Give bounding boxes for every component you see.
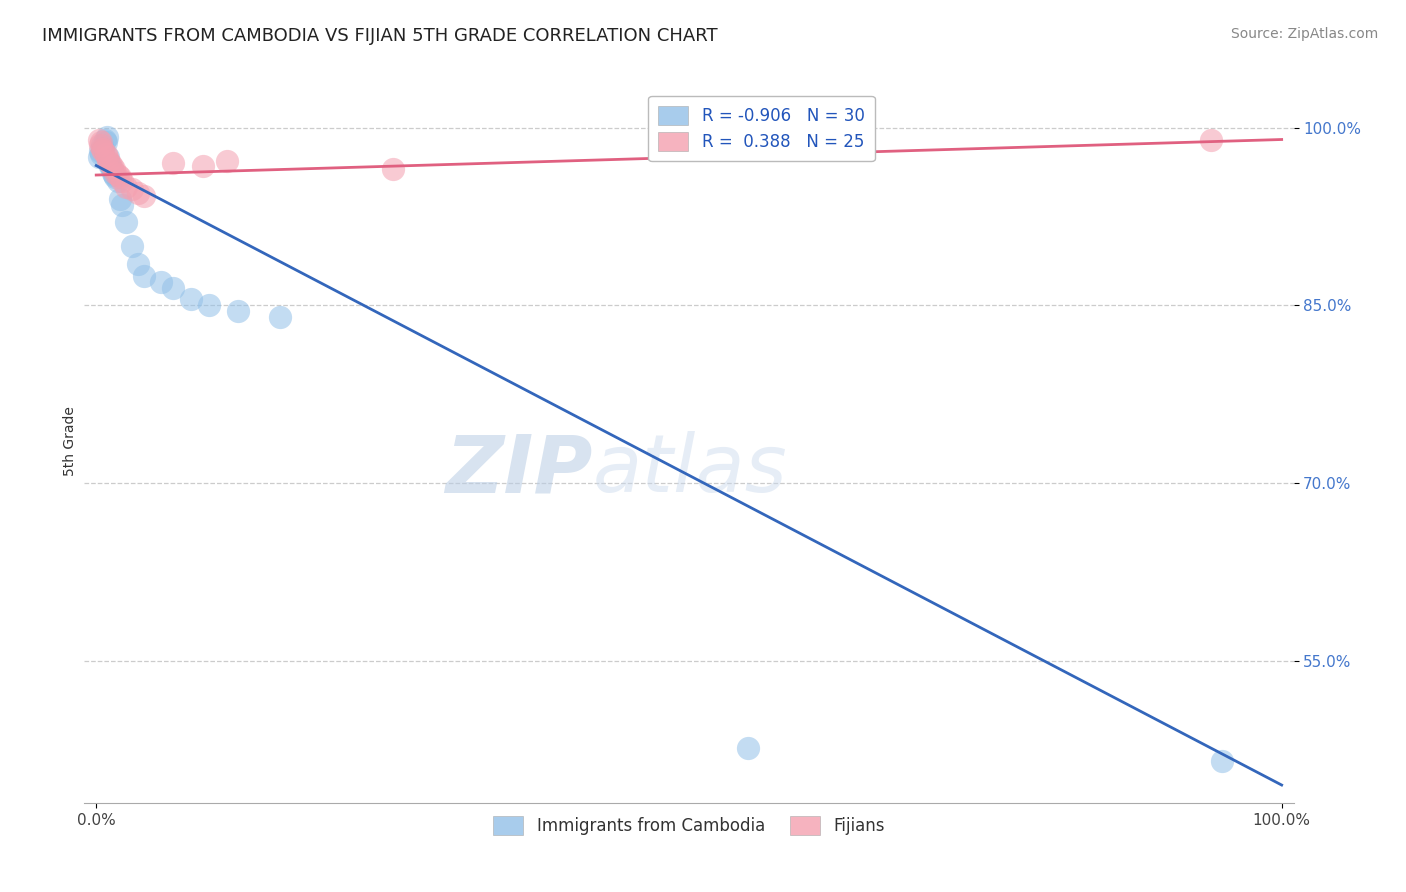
Point <box>1211 755 1233 769</box>
Point <box>121 182 143 196</box>
Point <box>101 166 124 180</box>
Point <box>132 189 155 203</box>
Point <box>89 145 111 159</box>
Point <box>104 166 127 180</box>
Point <box>180 293 202 307</box>
Point <box>215 153 238 168</box>
Point <box>97 153 120 168</box>
Point <box>115 215 138 229</box>
Point <box>103 168 125 182</box>
Point <box>191 159 214 173</box>
Point <box>108 170 131 185</box>
Point <box>162 156 184 170</box>
Point <box>108 192 131 206</box>
Point <box>832 138 855 153</box>
Point <box>121 239 143 253</box>
Point <box>127 257 149 271</box>
Text: atlas: atlas <box>592 432 787 509</box>
Point <box>87 150 110 164</box>
Point <box>91 142 114 156</box>
Point <box>104 170 127 185</box>
Point <box>89 138 111 153</box>
Point <box>737 741 759 756</box>
Point <box>107 174 129 188</box>
Point <box>228 304 250 318</box>
Point <box>103 162 125 177</box>
Point <box>132 268 155 283</box>
Point <box>381 162 404 177</box>
Point <box>162 280 184 294</box>
Point <box>87 132 110 146</box>
Point <box>100 162 122 177</box>
Point <box>198 298 221 312</box>
Point <box>100 156 122 170</box>
Point <box>100 159 122 173</box>
Point <box>98 156 121 170</box>
Y-axis label: 5th Grade: 5th Grade <box>63 407 77 476</box>
Point <box>115 180 138 194</box>
Point <box>97 150 120 164</box>
Text: ZIP: ZIP <box>444 432 592 509</box>
Point <box>91 145 114 159</box>
Point <box>269 310 291 325</box>
Point <box>91 142 114 156</box>
Point <box>107 168 129 182</box>
Text: Source: ZipAtlas.com: Source: ZipAtlas.com <box>1230 27 1378 41</box>
Point <box>150 275 173 289</box>
Point <box>96 150 118 164</box>
Point <box>93 132 115 146</box>
Point <box>91 138 114 153</box>
Point <box>100 159 122 173</box>
Point <box>94 146 117 161</box>
Point <box>90 146 112 161</box>
Point <box>127 186 149 200</box>
Point <box>111 174 134 188</box>
Text: IMMIGRANTS FROM CAMBODIA VS FIJIAN 5TH GRADE CORRELATION CHART: IMMIGRANTS FROM CAMBODIA VS FIJIAN 5TH G… <box>42 27 718 45</box>
Point <box>90 135 112 149</box>
Point <box>111 197 134 211</box>
Point <box>96 130 118 145</box>
Legend: Immigrants from Cambodia, Fijians: Immigrants from Cambodia, Fijians <box>486 809 891 841</box>
Point <box>94 135 117 149</box>
Point <box>1199 132 1222 146</box>
